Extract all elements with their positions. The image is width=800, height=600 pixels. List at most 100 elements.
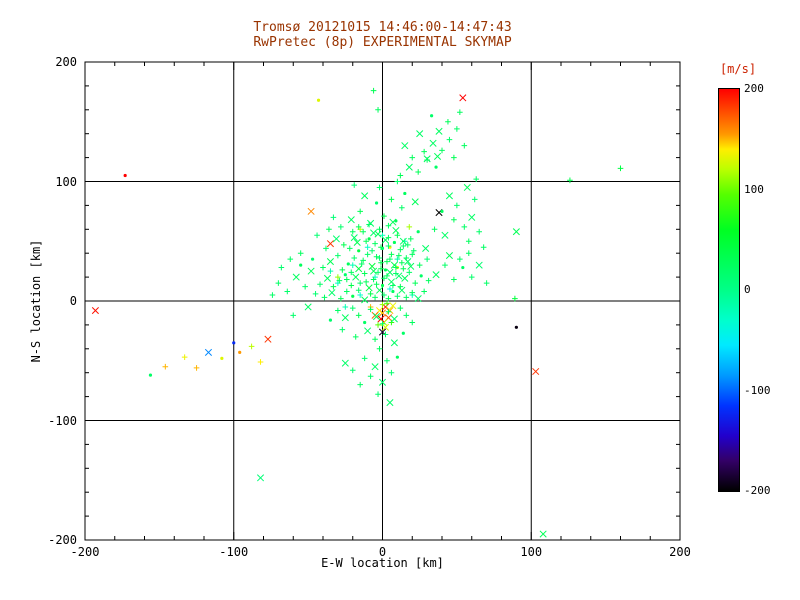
scatter-point (451, 276, 457, 283)
scatter-point (399, 259, 405, 266)
scatter-point (411, 198, 419, 206)
scatter-point (326, 258, 334, 266)
scatter-point (349, 305, 356, 311)
y-tick-label: 100 (55, 174, 77, 189)
scatter-point (357, 208, 363, 215)
scatter-point (468, 274, 475, 280)
scatter-point (342, 304, 349, 310)
scatter-point (403, 255, 410, 261)
x-tick-label: 200 (669, 545, 691, 559)
scatter-point (514, 325, 518, 329)
scatter-point (421, 148, 427, 155)
scatter-point (461, 265, 465, 270)
scatter-point (377, 315, 385, 323)
scatter-point (257, 359, 264, 365)
scatter-point (335, 252, 341, 259)
scatter-point (415, 169, 421, 175)
scatter-point (269, 292, 276, 298)
scatter-point (419, 274, 423, 278)
scatter-point (405, 163, 413, 171)
colorbar-tick-label: -100 (744, 383, 771, 397)
scatter-point (330, 283, 337, 290)
scatter-point (370, 229, 378, 237)
scatter-point (181, 354, 188, 360)
scatter-point (91, 307, 99, 315)
scatter-point (457, 256, 463, 262)
scatter-point (512, 228, 520, 236)
scatter-point (369, 248, 375, 254)
scatter-point (463, 183, 471, 192)
scatter-point (480, 244, 487, 251)
scatter-point (367, 373, 374, 380)
scatter-point (373, 281, 380, 288)
scatter-point (307, 207, 315, 215)
scatter-point (375, 286, 384, 294)
scatter-point (454, 126, 460, 132)
scatter-point (364, 251, 371, 258)
scatter-point (275, 280, 282, 286)
scatter-point (401, 142, 409, 150)
scatter-point (349, 262, 356, 268)
scatter-point (387, 256, 393, 262)
scatter-point (364, 327, 372, 335)
scatter-point (383, 268, 388, 272)
y-tick-label: 0 (69, 294, 77, 308)
scatter-point (361, 270, 368, 277)
scatter-point (409, 289, 416, 296)
scatter-point (343, 273, 347, 277)
scatter-point (220, 356, 224, 360)
scatter-point (400, 243, 407, 249)
scatter-point (410, 248, 417, 254)
scatter-point (370, 267, 378, 275)
scatter-point (399, 204, 405, 211)
scatter-point (617, 165, 624, 172)
scatter-point (341, 359, 349, 367)
scatter-point (473, 176, 480, 182)
y-tick-label: 200 (55, 55, 77, 69)
scatter-point (445, 192, 453, 200)
scatter-point (393, 264, 399, 271)
scatter-point (323, 245, 329, 252)
scatter-point (409, 154, 416, 161)
scatter-point (327, 268, 334, 274)
scatter-point (412, 280, 419, 286)
scatter-point (397, 172, 404, 179)
scatter-point (375, 107, 381, 113)
x-tick-label: -100 (219, 545, 249, 559)
scatter-point (346, 245, 353, 252)
x-tick-label: 0 (378, 545, 387, 559)
scatter-point (336, 277, 343, 284)
scatter-point (323, 274, 332, 282)
y-axis-label: N-S location [km] (29, 239, 43, 363)
scatter-point (368, 262, 376, 270)
scatter-point (367, 306, 374, 313)
scatter-point (407, 262, 415, 270)
scatter-point (351, 182, 358, 188)
scatter-point (330, 214, 337, 221)
scatter-point (367, 237, 371, 241)
scatter-point (317, 281, 323, 288)
scatter-point (380, 283, 385, 288)
scatter-point (451, 216, 457, 223)
scatter-point (445, 252, 453, 260)
scatter-point (401, 331, 405, 335)
scatter-point (403, 312, 410, 319)
scatter-point (459, 94, 467, 102)
scatter-point (384, 258, 390, 265)
scatter-point (381, 213, 387, 219)
x-axis-label: E-W location [km] (321, 556, 444, 570)
scatter-point (355, 287, 362, 294)
scatter-point (344, 276, 350, 283)
scatter-point (375, 391, 381, 398)
scatter-point (476, 228, 482, 235)
scatter-point (382, 331, 389, 338)
scatter-point (351, 255, 358, 261)
scatter-point (361, 192, 369, 200)
scatter-point (424, 157, 430, 163)
scatter-point (406, 224, 413, 230)
scatter-point (376, 184, 383, 191)
scatter-point (348, 282, 355, 289)
scatter-point (299, 263, 303, 267)
scatter-point (357, 249, 361, 253)
scatter-point (432, 271, 440, 279)
